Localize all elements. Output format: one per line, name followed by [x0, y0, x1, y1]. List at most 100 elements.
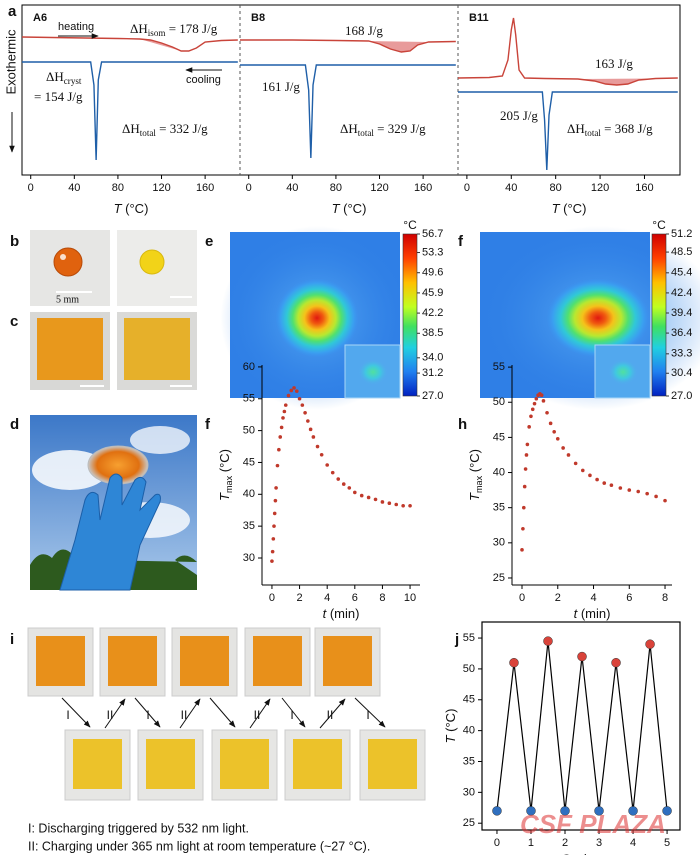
- arrow-label: I: [290, 708, 293, 722]
- annotation: ΔHisom = 178 J/g: [130, 21, 218, 38]
- point: [289, 388, 294, 393]
- annotation: ΔHtotal = 368 J/g: [567, 121, 653, 138]
- y-tick-label: 40: [463, 725, 475, 737]
- cycle-arrow: [104, 698, 126, 729]
- point: [308, 427, 313, 432]
- x-tick-label: 80: [330, 182, 342, 194]
- cycle-arrow: [319, 698, 346, 729]
- x-axis-label: T (°C): [114, 201, 149, 216]
- x-tick-label: 0: [494, 837, 500, 849]
- y-tick-label: 55: [463, 632, 475, 644]
- x-tick-label: 8: [379, 592, 385, 604]
- marker: [526, 806, 536, 816]
- x-tick-label: 5: [664, 837, 670, 849]
- x-tick-label: 160: [635, 182, 653, 194]
- point: [319, 453, 324, 457]
- annotation-text: ΔH: [130, 21, 148, 36]
- point: [530, 407, 535, 412]
- panel-label: e: [205, 233, 213, 250]
- annotation-text: = 368 J/g: [601, 121, 653, 136]
- point: [295, 389, 299, 393]
- point: [387, 501, 392, 506]
- yellow-film: [368, 739, 417, 789]
- label-variable: t: [323, 606, 328, 621]
- annotation: = 154 J/g: [34, 89, 83, 104]
- colorbar-unit: °C: [652, 218, 666, 232]
- panel-label: h: [458, 416, 467, 433]
- highlight: [60, 254, 66, 260]
- cycle-arrow: [281, 697, 306, 728]
- colorbar: [651, 233, 667, 397]
- x-axis-label: T (°C): [332, 201, 367, 216]
- frame: [21, 4, 681, 176]
- label-unit: (°C): [340, 201, 367, 216]
- arrow-label: II: [181, 708, 188, 722]
- point: [523, 467, 528, 471]
- point: [521, 505, 526, 510]
- marker: [577, 651, 587, 662]
- y-tick-label: 30: [463, 786, 475, 798]
- point: [311, 435, 316, 439]
- y-axis-label: T (°C): [443, 709, 458, 744]
- annotation: ΔHtotal = 332 J/g: [122, 121, 208, 138]
- marker: [611, 657, 621, 668]
- dsc-curve: [458, 91, 678, 171]
- yellow-film: [293, 739, 342, 789]
- label-subscript: max: [474, 475, 484, 493]
- colorbar-tick-label: 56.7: [422, 228, 443, 240]
- colorbar-tick-label: 33.3: [671, 348, 692, 360]
- x-tick-label: 6: [626, 592, 632, 604]
- point: [561, 446, 565, 450]
- label-variable: T: [552, 201, 561, 216]
- point: [281, 416, 285, 420]
- point: [303, 410, 307, 415]
- point: [522, 484, 527, 489]
- y-tick-label: 30: [493, 537, 505, 549]
- y-tick-label: 25: [493, 572, 505, 584]
- x-tick-label: 0: [519, 592, 525, 604]
- point: [336, 477, 341, 481]
- dsc-curve: [457, 17, 678, 86]
- point: [532, 401, 537, 406]
- x-tick-label: 8: [662, 592, 668, 604]
- y-axis-label: Tmax (°C): [467, 449, 484, 501]
- colorbar-tick-label: 42.2: [422, 307, 443, 319]
- point: [654, 494, 658, 499]
- y-tick-label: 60: [243, 361, 255, 373]
- point: [595, 477, 599, 482]
- y-axis-label: Exothermic: [3, 29, 18, 95]
- point: [286, 393, 291, 398]
- cloud: [130, 426, 190, 454]
- y-tick-label: 50: [493, 396, 505, 408]
- cycle-arrow: [249, 698, 271, 729]
- plot-frame: [481, 621, 681, 831]
- colorbar-tick-label: 38.5: [422, 327, 443, 339]
- arrow-label: I: [366, 708, 369, 722]
- subplot-title: B8: [251, 12, 265, 24]
- point: [555, 437, 560, 441]
- point: [282, 409, 287, 414]
- y-tick-label: 45: [493, 431, 505, 443]
- point: [373, 497, 378, 502]
- colorbar-tick-label: 31.2: [422, 367, 443, 379]
- point: [552, 429, 556, 434]
- y-tick-label: 50: [243, 425, 255, 437]
- inset-spot: [358, 359, 388, 385]
- y-tick-label: 35: [243, 520, 255, 532]
- annotation-text: ΔH: [46, 69, 64, 84]
- point: [521, 526, 525, 531]
- orange-film: [108, 636, 157, 686]
- subplot-title: A6: [33, 12, 47, 24]
- marker: [628, 806, 638, 816]
- colorbar-tick-label: 27.0: [671, 390, 692, 402]
- point: [548, 421, 553, 426]
- cycle-arrow: [209, 697, 236, 728]
- point: [524, 453, 529, 457]
- point: [573, 461, 578, 466]
- x-tick-label: 10: [404, 592, 416, 604]
- cycle-arrow: [179, 698, 201, 729]
- point: [274, 486, 278, 490]
- marker: [492, 806, 502, 816]
- point: [300, 403, 305, 407]
- yellow-disk: [139, 249, 165, 275]
